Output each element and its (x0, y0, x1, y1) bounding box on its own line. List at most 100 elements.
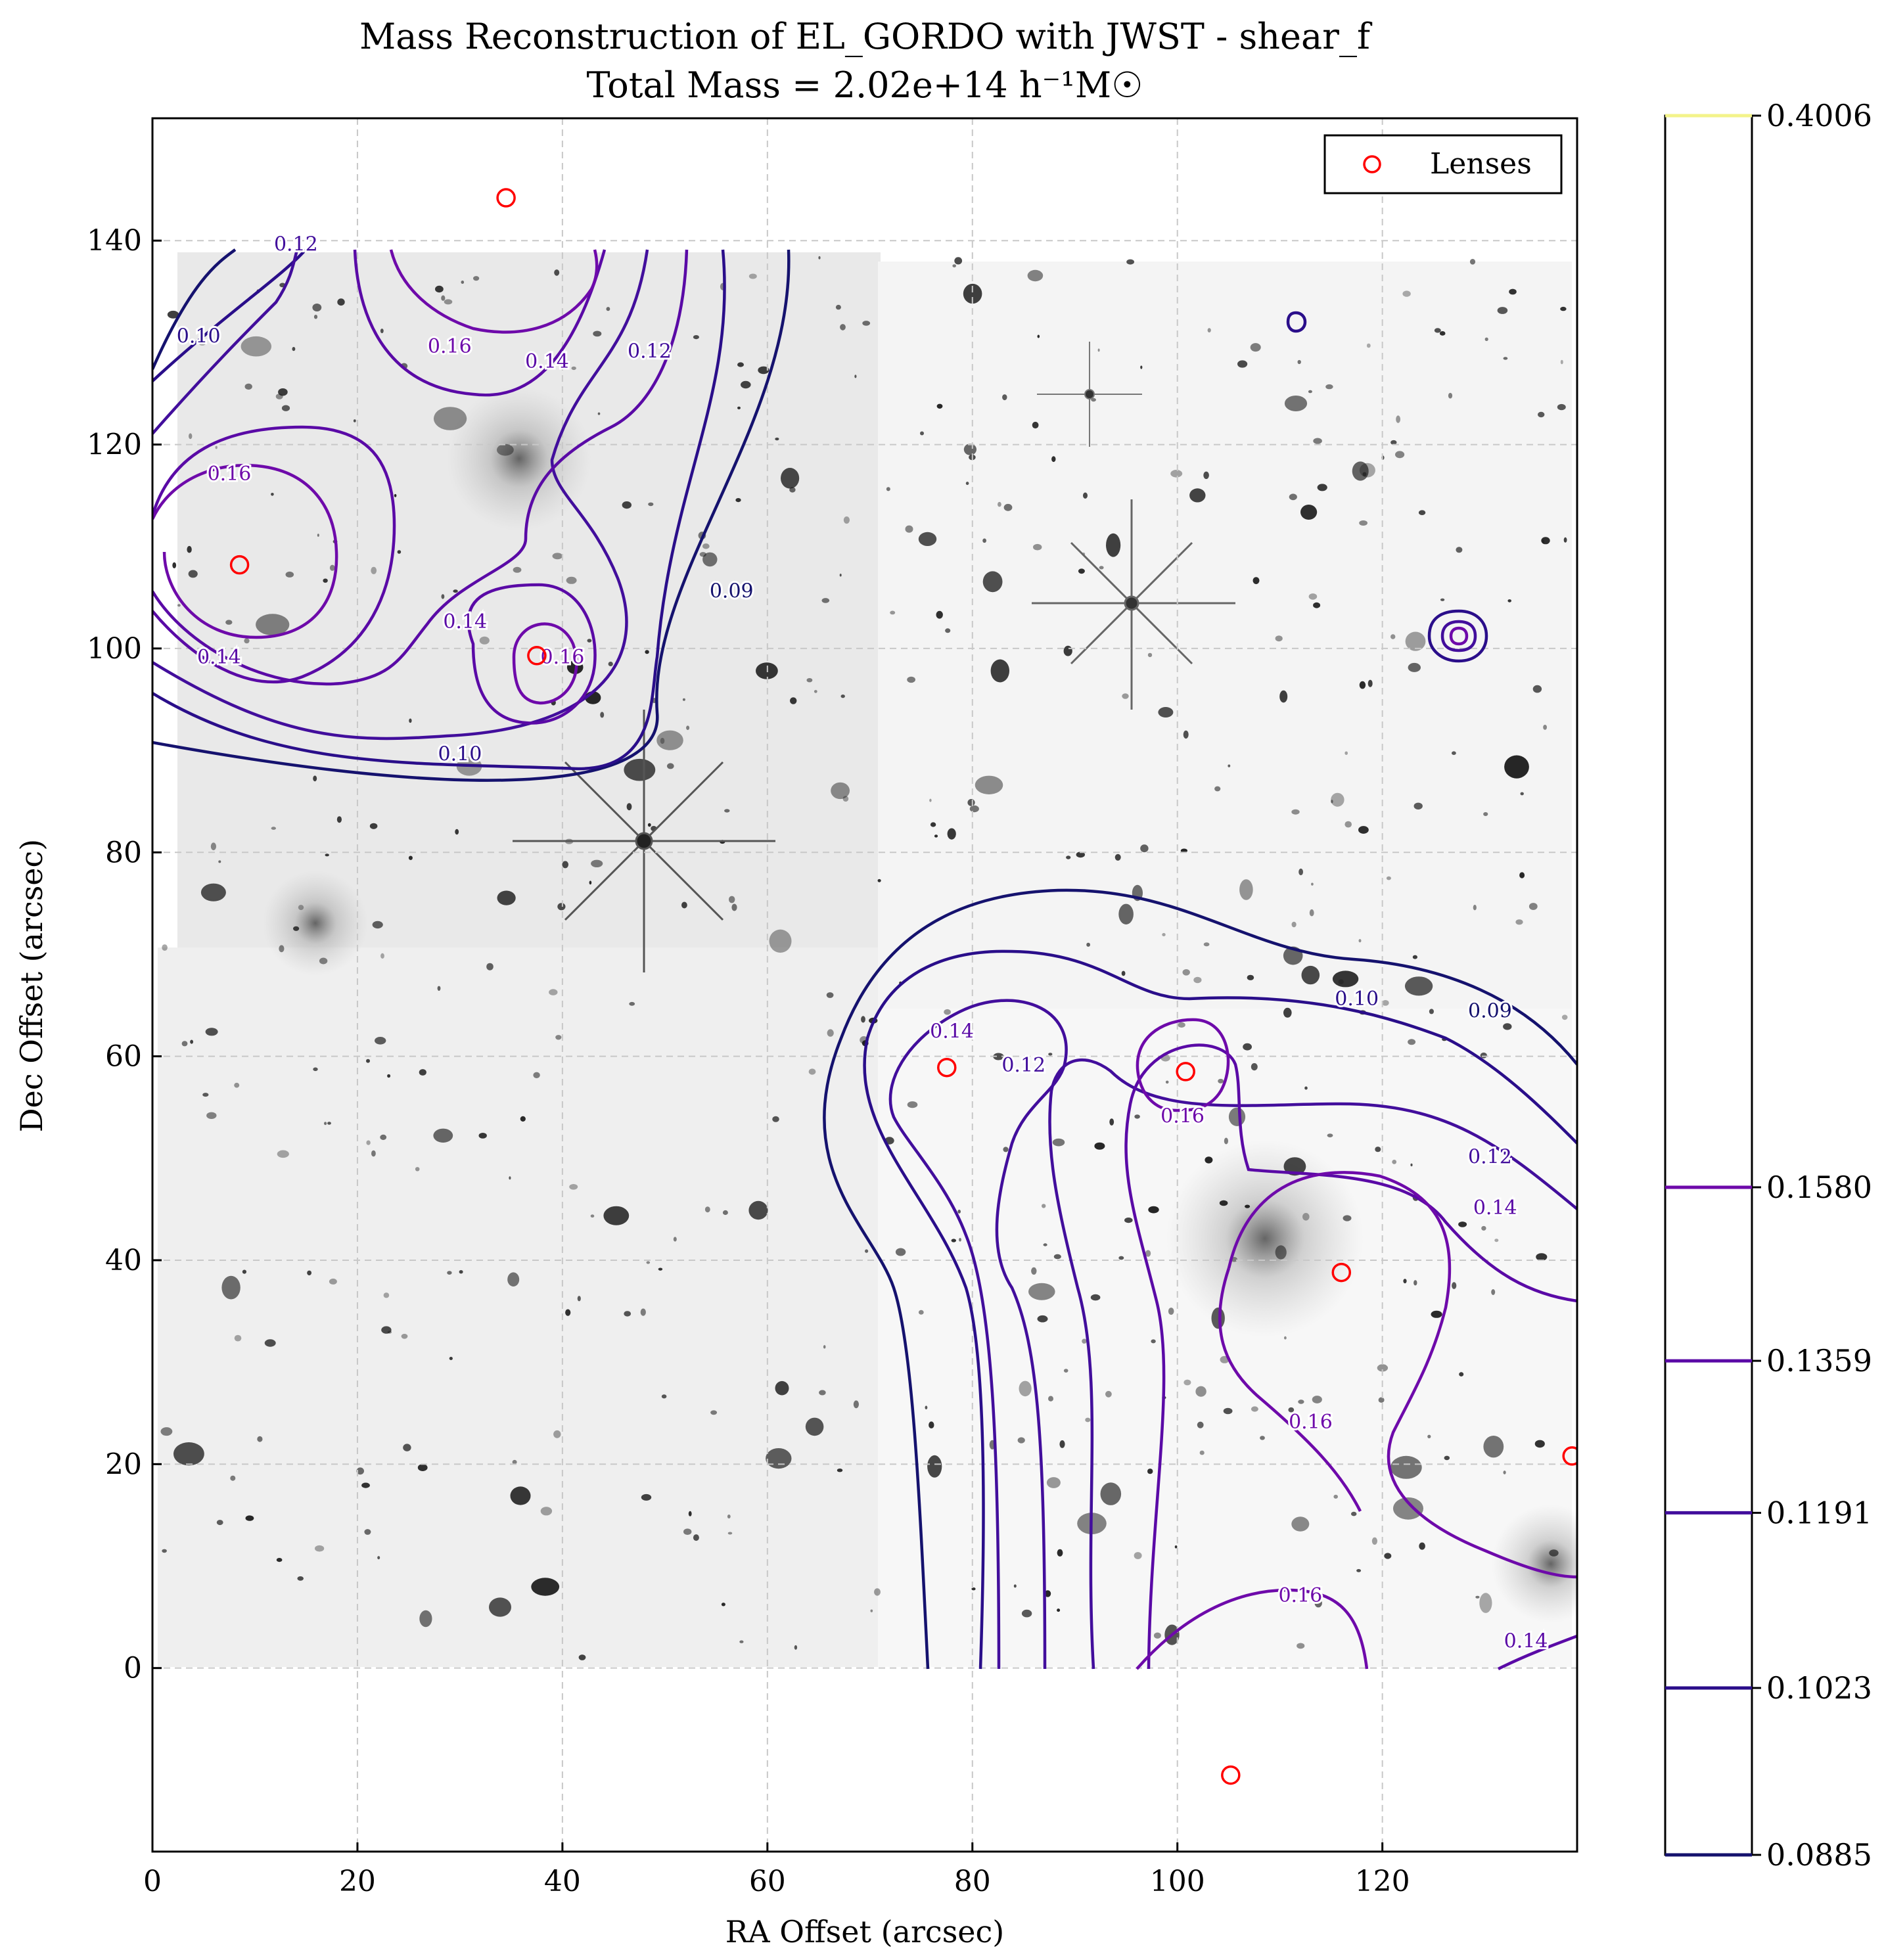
galaxy (336, 816, 342, 823)
lens-marker (1331, 1262, 1352, 1283)
galaxy (1560, 306, 1567, 311)
galaxy (1174, 1545, 1178, 1549)
galaxy (549, 989, 558, 995)
galaxy (1193, 976, 1202, 984)
y-tick-label: 0 (124, 1652, 142, 1685)
galaxy (600, 712, 605, 718)
galaxy (645, 650, 649, 654)
x-tick-label: 60 (749, 1865, 786, 1898)
contour-0.14-bottom (1497, 1634, 1577, 1671)
galaxy (307, 1270, 311, 1276)
galaxy (681, 901, 687, 909)
galaxy (415, 1167, 420, 1172)
galaxy (1557, 403, 1566, 411)
galaxy (1311, 882, 1314, 886)
x-tick-label: 120 (1355, 1865, 1410, 1898)
galaxy (553, 1430, 561, 1438)
galaxy (1483, 812, 1488, 816)
galaxy (1331, 800, 1333, 804)
galaxy (1099, 566, 1104, 570)
contour-label: 0.10 (1335, 988, 1379, 1011)
galaxy (1279, 690, 1288, 703)
galaxy (724, 809, 730, 813)
galaxy (688, 1511, 692, 1516)
contour-0.12-south (888, 999, 1068, 1670)
galaxy (1203, 471, 1209, 479)
galaxy (1439, 331, 1446, 336)
galaxy (920, 431, 924, 436)
contour-label: 0.10 (438, 743, 482, 766)
galaxy (1404, 976, 1433, 996)
galaxy (531, 1578, 560, 1596)
y-tick-label: 120 (87, 428, 142, 462)
galaxy (1359, 681, 1366, 689)
galaxy (1105, 1390, 1112, 1398)
galaxy (520, 1116, 526, 1122)
galaxy (1224, 1137, 1228, 1145)
galaxy (1297, 1643, 1305, 1649)
galaxy (990, 659, 1010, 683)
chart-subtitle: Total Mass = 2.02e+14 h⁻¹M☉ (586, 64, 1143, 106)
galaxy (1503, 357, 1508, 360)
galaxy (1124, 1218, 1133, 1223)
galaxy (1313, 438, 1322, 444)
y-tick-label: 140 (87, 224, 142, 258)
galaxy (731, 903, 737, 911)
galaxy (593, 330, 602, 337)
galaxy (1367, 679, 1373, 687)
galaxy (486, 963, 494, 970)
galaxy (1078, 568, 1085, 574)
galaxy (1291, 1516, 1310, 1532)
galaxy (189, 433, 193, 440)
galaxy (794, 1645, 798, 1650)
contour-label: 0.14 (930, 1020, 974, 1043)
galaxy (1515, 919, 1523, 925)
galaxy (1291, 809, 1300, 815)
galaxy (1298, 868, 1303, 876)
galaxy (1418, 510, 1426, 515)
galaxy (1491, 1289, 1496, 1295)
galaxy (437, 986, 441, 991)
galaxy (959, 1238, 961, 1242)
galaxy (1413, 802, 1423, 810)
bright-star-3 (1037, 342, 1142, 447)
contour-label: 0.09 (710, 580, 754, 603)
galaxy (441, 594, 445, 599)
galaxy (364, 1529, 371, 1535)
galaxy (781, 468, 800, 489)
galaxy (862, 321, 871, 326)
galaxy (1148, 1206, 1159, 1214)
galaxy (319, 957, 328, 965)
galaxy (1308, 390, 1312, 394)
galaxy (403, 1444, 411, 1451)
galaxy (371, 566, 377, 574)
contour-0.10-small-knot (1286, 311, 1307, 333)
contour-0.16-upper-clump (1136, 1018, 1230, 1112)
galaxy (218, 860, 221, 863)
galaxy (1182, 969, 1190, 976)
galaxy (449, 1357, 453, 1360)
galaxy (1063, 1369, 1068, 1373)
galaxy (870, 1609, 873, 1612)
galaxy (279, 945, 285, 953)
galaxy (982, 538, 986, 543)
contour-label: 0.16 (208, 463, 252, 486)
galaxy (839, 574, 842, 577)
galaxy (1452, 1282, 1457, 1289)
galaxy (401, 1334, 408, 1339)
galaxy (1002, 394, 1007, 401)
galaxy (647, 823, 651, 827)
galaxy (1228, 1107, 1246, 1127)
galaxy (552, 553, 563, 560)
galaxy (1237, 360, 1248, 368)
contour-label: 0.12 (274, 233, 318, 256)
contour-0.16-bottom (1136, 1588, 1369, 1670)
colorbar-tick-label: 0.0885 (1766, 1837, 1872, 1873)
galaxy (1325, 384, 1333, 390)
galaxy (1301, 965, 1320, 985)
galaxy (835, 304, 841, 310)
galaxy (646, 1261, 651, 1264)
galaxy (854, 375, 857, 378)
galaxy (1028, 1283, 1055, 1300)
